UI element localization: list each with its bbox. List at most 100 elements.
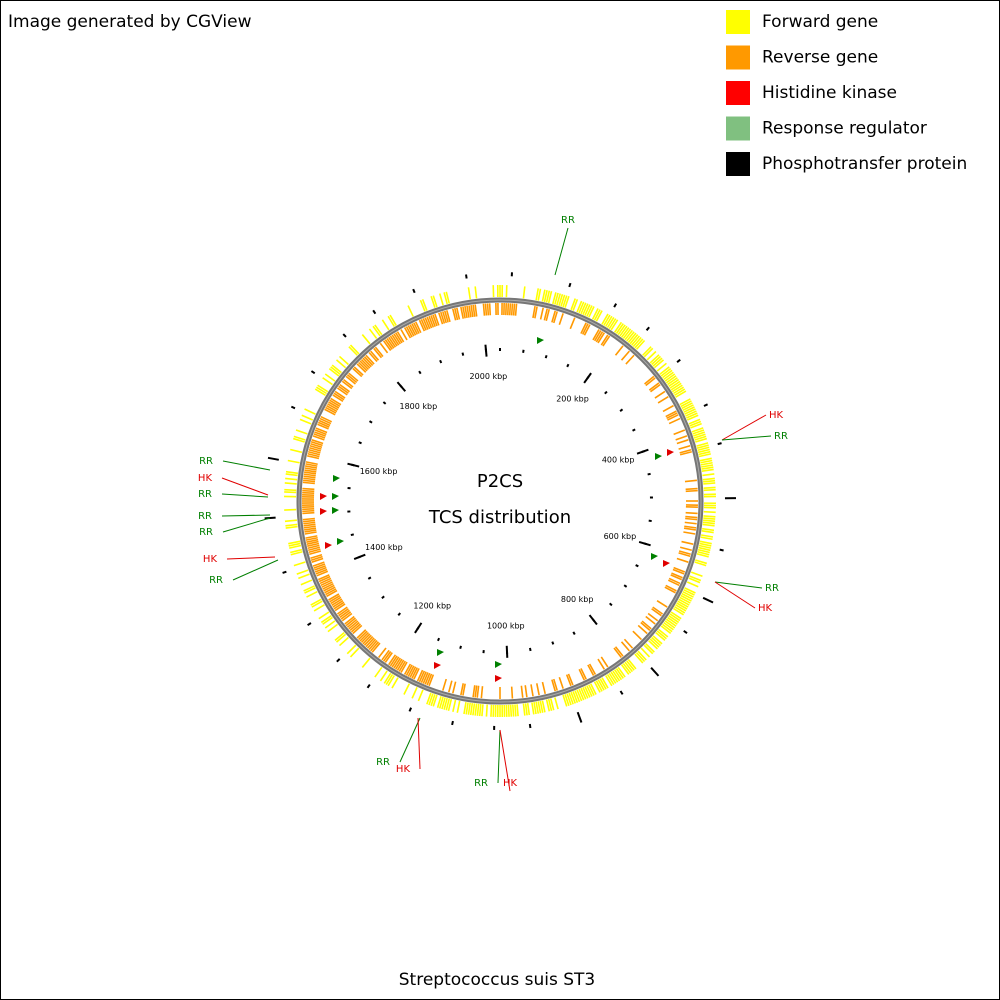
- forward-gene: [663, 621, 674, 631]
- forward-gene: [627, 659, 637, 670]
- forward-gene: [313, 604, 325, 612]
- forward-gene: [545, 290, 551, 303]
- forward-gene: [681, 592, 693, 600]
- reverse-gene: [313, 433, 326, 439]
- reverse-gene: [678, 550, 691, 556]
- forward-gene: [465, 702, 469, 715]
- forward-gene: [703, 517, 716, 520]
- forward-gene: [330, 366, 341, 375]
- forward-gene: [403, 683, 411, 695]
- forward-gene: [665, 618, 677, 627]
- reverse-gene: [345, 375, 356, 385]
- forward-gene: [322, 377, 333, 386]
- tcs-marker: [434, 662, 441, 669]
- reverse-gene: [420, 318, 427, 331]
- major-tick: [636, 448, 649, 455]
- major-tick: [638, 540, 651, 547]
- reverse-gene: [472, 304, 476, 317]
- feature-label: HK: [758, 603, 773, 614]
- forward-gene: [703, 479, 716, 483]
- reverse-gene: [304, 529, 317, 533]
- reverse-gene: [411, 667, 419, 679]
- forward-gene: [387, 315, 396, 327]
- outer-mark: [619, 690, 624, 695]
- legend-swatch: [726, 81, 750, 105]
- forward-gene: [620, 664, 630, 675]
- forward-gene: [591, 308, 599, 320]
- forward-gene: [656, 630, 667, 640]
- reverse-gene: [393, 657, 402, 669]
- feature-leader: [222, 517, 271, 533]
- reverse-gene: [326, 589, 338, 598]
- major-tick: [588, 614, 598, 626]
- reverse-gene: [445, 310, 451, 323]
- reverse-gene: [510, 303, 514, 316]
- forward-gene: [606, 673, 615, 685]
- forward-gene: [428, 693, 434, 706]
- reverse-gene: [389, 335, 398, 347]
- forward-gene: [430, 694, 436, 706]
- reverse-gene: [304, 465, 318, 469]
- forward-gene: [288, 540, 301, 545]
- reverse-gene: [308, 448, 321, 454]
- forward-gene: [331, 364, 342, 374]
- outer-mark: [372, 309, 377, 315]
- reverse-gene: [454, 308, 459, 321]
- reverse-gene: [614, 646, 624, 657]
- forward-gene: [593, 309, 601, 321]
- legend-swatch: [726, 116, 750, 141]
- forward-gene: [595, 310, 603, 322]
- reverse-gene: [323, 584, 335, 592]
- reverse-gene: [350, 623, 362, 633]
- forward-gene: [645, 643, 655, 653]
- outer-mark: [408, 707, 412, 712]
- forward-gene: [614, 321, 623, 333]
- forward-gene: [681, 402, 693, 410]
- forward-gene: [522, 286, 526, 299]
- reverse-gene: [462, 683, 466, 696]
- forward-gene: [643, 347, 654, 358]
- forward-gene: [702, 527, 715, 532]
- forward-gene: [514, 704, 517, 717]
- forward-gene: [672, 386, 684, 395]
- reverse-gene: [307, 544, 320, 550]
- reverse-gene: [348, 620, 359, 630]
- forward-gene: [300, 579, 313, 586]
- forward-gene: [589, 683, 597, 695]
- forward-gene: [292, 437, 305, 443]
- reverse-gene: [389, 655, 398, 667]
- outer-mark: [412, 288, 416, 294]
- legend-swatch: [726, 45, 750, 70]
- forward-gene: [560, 294, 566, 307]
- reverse-gene: [430, 315, 436, 327]
- forward-gene: [507, 704, 510, 717]
- forward-gene: [617, 324, 626, 336]
- forward-gene: [703, 515, 716, 518]
- forward-gene: [622, 328, 632, 339]
- caption: Streptococcus suis ST3: [399, 970, 595, 990]
- reverse-gene: [344, 615, 355, 625]
- minor-tick: [632, 428, 636, 432]
- forward-gene: [694, 435, 707, 441]
- forward-gene: [474, 286, 478, 299]
- forward-gene: [670, 611, 682, 620]
- forward-gene: [651, 636, 662, 647]
- forward-gene: [637, 650, 647, 661]
- minor-tick: [566, 363, 570, 368]
- forward-gene: [595, 680, 603, 692]
- reverse-gene: [311, 439, 324, 445]
- outer-mark: [336, 658, 341, 663]
- reverse-gene: [665, 584, 677, 592]
- forward-gene: [586, 685, 593, 697]
- forward-gene: [593, 681, 601, 693]
- forward-gene: [564, 296, 570, 308]
- forward-gene: [304, 587, 316, 594]
- reverse-gene: [328, 401, 340, 409]
- forward-gene: [588, 306, 595, 318]
- reverse-gene: [648, 382, 660, 391]
- forward-gene: [669, 380, 681, 389]
- reverse-gene: [474, 685, 478, 698]
- forward-gene: [389, 314, 397, 326]
- forward-gene: [421, 299, 428, 311]
- feature-leader: [417, 717, 421, 770]
